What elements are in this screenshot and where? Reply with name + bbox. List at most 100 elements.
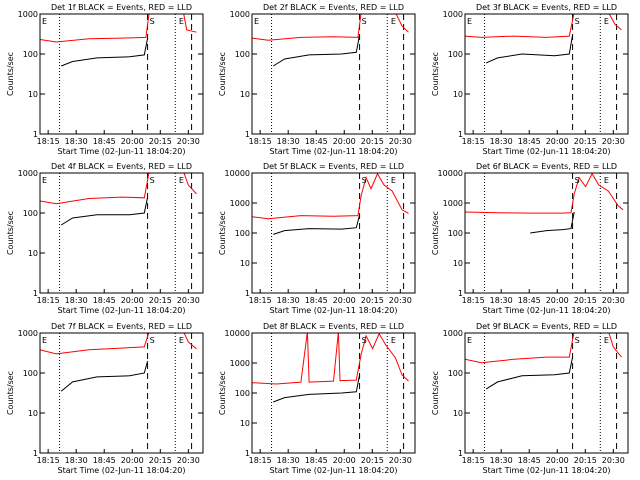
y-tick-label: 100 [23,369,38,378]
event-marker-label: S [150,176,155,185]
event-marker-label: E [42,176,47,185]
series-group [252,333,409,403]
event-marker-label: E [254,17,259,26]
event-marker-label: E [42,17,47,26]
event-marker-label: E [391,17,396,26]
x-axis-label: Start Time (02-Jun-11 18:04:20) [58,466,186,475]
y-axis-label: Counts/sec [431,211,440,255]
x-tick-label: 20:15 [149,137,172,146]
y-axis-label: Counts/sec [218,211,227,255]
y-tick-label: 10 [240,419,250,428]
x-tick-label: 18:30 [490,296,513,305]
x-tick-label: 20:00 [121,456,144,465]
x-tick-label: 20:15 [361,296,384,305]
x-tick-label: 20:00 [333,296,356,305]
x-tick-label: 18:15 [249,137,272,146]
event-marker-label: S [150,336,155,345]
y-tick-label: 1 [33,449,38,458]
lld-series-line [465,14,622,38]
lld-series-line [465,333,622,364]
event-marker-label: S [575,336,580,345]
x-tick-label: 20:15 [149,456,172,465]
y-axis-label: Counts/sec [218,371,227,415]
plot-frame [39,172,204,294]
y-axis-label: Counts/sec [218,52,227,96]
y-tick-label: 1 [458,289,463,298]
x-axis-label: Start Time (02-Jun-11 18:04:20) [58,147,186,156]
x-tick-label: 18:30 [490,456,513,465]
y-axis-label: Counts/sec [6,211,15,255]
y-tick-label: 100 [448,369,463,378]
event-marker-label: S [150,17,155,26]
event-marker-label: S [575,17,580,26]
y-tick-label: 10 [240,259,250,268]
y-tick-label: 10 [28,249,38,258]
panel-6: Det 6f BLACK = Events, RED = LLD 1 10 100 10… [431,162,629,315]
y-tick-label: 1 [245,130,250,139]
y-tick-label: 100 [235,50,250,59]
event-marker-label: E [391,336,396,345]
events-series-line [485,356,574,390]
panel-1: Det 1f BLACK = Events, RED = LLD 1 10 100 10… [6,3,204,156]
x-tick-label: 18:15 [249,456,272,465]
y-tick-label: 10 [28,409,38,418]
x-axis-label: Start Time (02-Jun-11 18:04:20) [270,306,398,315]
events-series-line [273,374,361,403]
x-tick-label: 18:30 [65,296,88,305]
x-tick-label: 20:15 [574,456,597,465]
y-tick-label: 1 [33,130,38,139]
y-axis-label: Counts/sec [431,371,440,415]
event-marker-label: S [362,176,367,185]
series-group [252,14,409,67]
y-tick-label: 10 [240,90,250,99]
x-tick-label: 18:15 [37,137,60,146]
lld-series-line [40,333,197,355]
y-tick-label: 1 [458,130,463,139]
y-tick-label: 1000 [230,359,250,368]
x-tick-label: 18:45 [518,456,541,465]
event-marker-label: E [179,176,184,185]
event-marker-label: E [604,17,609,26]
panel-title: Det 3f BLACK = Events, RED = LLD [476,3,617,12]
x-axis-label: Start Time (02-Jun-11 18:04:20) [483,306,611,315]
series-group [465,333,622,390]
x-axis-label: Start Time (02-Jun-11 18:04:20) [270,466,398,475]
x-tick-label: 20:30 [177,137,200,146]
series-group [465,173,624,234]
event-marker-label: E [391,176,396,185]
x-axis-label: Start Time (02-Jun-11 18:04:20) [58,306,186,315]
y-tick-label: 1000 [18,169,38,178]
event-marker-label: S [575,176,580,185]
y-tick-label: 1000 [443,329,463,338]
lld-series-line [40,173,197,205]
x-tick-label: 18:45 [305,296,328,305]
y-axis-label: Counts/sec [6,52,15,96]
lld-series-line [252,333,409,385]
event-marker-label: E [467,336,472,345]
x-tick-label: 18:45 [305,137,328,146]
panel-title: Det 8f BLACK = Events, RED = LLD [263,322,404,331]
x-tick-label: 18:45 [93,296,116,305]
event-marker-label: E [604,176,609,185]
event-marker-label: E [42,336,47,345]
x-tick-label: 20:15 [574,137,597,146]
x-tick-label: 20:15 [149,296,172,305]
events-series-line [272,34,361,67]
panel-title: Det 6f BLACK = Events, RED = LLD [476,162,617,171]
x-tick-label: 20:30 [177,296,200,305]
events-series-line [61,38,149,67]
panel-4: Det 4f BLACK = Events, RED = LLD 1 10 100 10… [6,162,204,315]
x-tick-label: 20:00 [121,296,144,305]
y-tick-label: 1 [245,289,250,298]
y-tick-label: 100 [448,229,463,238]
y-tick-label: 10 [453,409,463,418]
y-tick-label: 1000 [230,10,250,19]
x-tick-label: 20:30 [602,296,625,305]
y-tick-label: 100 [235,389,250,398]
x-tick-label: 18:45 [518,296,541,305]
event-marker-label: E [467,17,472,26]
x-tick-label: 18:30 [277,296,300,305]
panel-title: Det 7f BLACK = Events, RED = LLD [51,322,192,331]
series-group [252,173,409,235]
